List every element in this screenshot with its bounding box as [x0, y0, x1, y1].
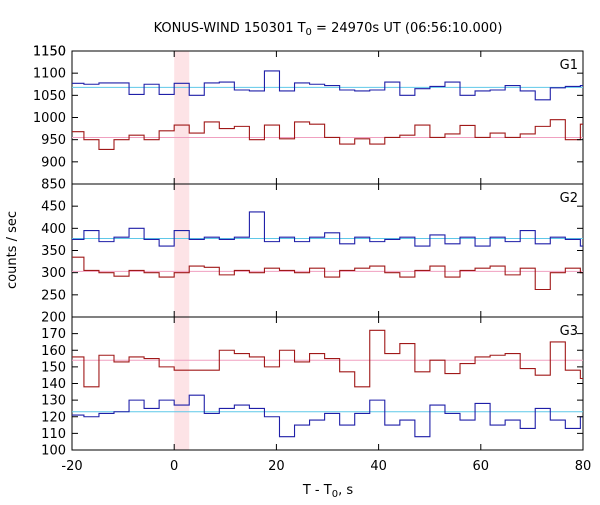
g3-highlight-band [174, 317, 190, 450]
g2-highlight-band [174, 184, 190, 317]
g2-y-tick-label: 200 [41, 311, 66, 326]
g1-panel-frame [71, 50, 584, 185]
g2-series-blue [72, 211, 583, 247]
g3-y-tick-label: 140 [41, 377, 66, 392]
g3-panel-frame [71, 316, 584, 451]
x-tick-label: 60 [473, 459, 490, 474]
g2-panel-frame [71, 183, 584, 318]
g2-panel-label: G2 [560, 191, 578, 206]
g3-y-tick-label: 130 [41, 394, 66, 409]
g2-y-tick-label: 400 [41, 222, 66, 237]
g3-y-tick-label: 110 [41, 427, 66, 442]
g2-series-red [72, 256, 583, 291]
g3-y-tick-label: 150 [41, 360, 66, 375]
text-layer: KONUS-WIND 150301 T0 = 24970s UT (06:56:… [5, 21, 502, 500]
g3-panel-label: G3 [560, 324, 578, 339]
x-tick-label: -20 [61, 459, 82, 474]
g3-y-tick-label: 120 [41, 410, 66, 425]
g1-y-tick-label: 1100 [33, 67, 66, 82]
x-tick-label: 20 [268, 459, 285, 474]
x-tick-label: 40 [370, 459, 387, 474]
y-axis-label: counts / sec [5, 211, 20, 289]
highlight-layer [174, 51, 190, 450]
g1-y-tick-label: 950 [41, 133, 66, 148]
g1-panel-label: G1 [560, 58, 578, 73]
g3-series-red [72, 329, 583, 388]
g1-y-tick-label: 850 [41, 178, 66, 193]
g2-y-tick-label: 300 [41, 266, 66, 281]
x-axis-label: T - T0, s [302, 483, 353, 500]
tick-layer: 85090095010001050110011501150G1200250300… [33, 45, 591, 475]
x-tick-label: 0 [170, 459, 178, 474]
g2-y-tick-label: 250 [41, 288, 66, 303]
g1-y-tick-label: 1050 [33, 89, 66, 104]
g3-y-tick-label: 160 [41, 344, 66, 359]
g1-series-blue [72, 70, 583, 101]
g1-y-tick-label: 1000 [33, 111, 66, 126]
series-layer [72, 70, 583, 438]
x-tick-label: 80 [575, 459, 592, 474]
chart-title: KONUS-WIND 150301 T0 = 24970s UT (06:56:… [154, 21, 503, 38]
g2-y-tick-label: 450 [41, 200, 66, 215]
g3-y-tick-label: 170 [41, 327, 66, 342]
g1-y-tick-label: 1150 [33, 45, 66, 60]
g1-highlight-band [174, 51, 190, 184]
g1-y-tick-label: 1150 [33, 45, 66, 60]
g3-series-blue [72, 394, 583, 438]
g2-y-tick-label: 350 [41, 244, 66, 259]
g1-y-tick-label: 900 [41, 155, 66, 170]
g3-y-tick-label: 100 [41, 444, 66, 459]
frame-layer [71, 50, 584, 451]
g1-series-red [72, 119, 583, 150]
